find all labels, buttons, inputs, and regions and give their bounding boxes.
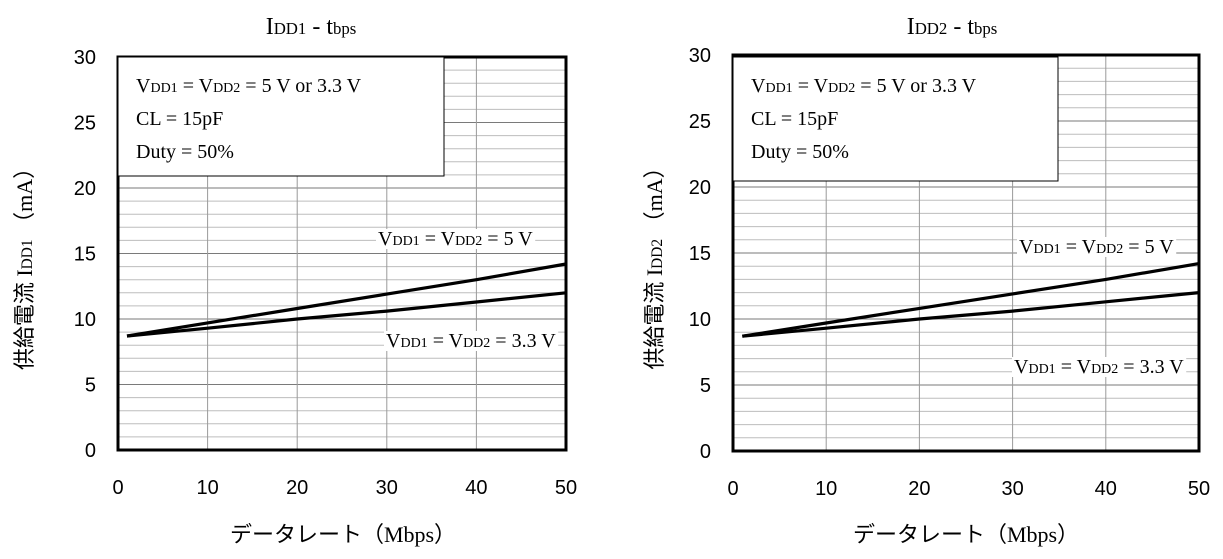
y-tick-label: 20	[689, 177, 711, 199]
y-tick-label: 0	[85, 440, 96, 462]
y-tick-label: 15	[689, 243, 711, 265]
conditions-line: CL = 15pF	[136, 108, 223, 130]
chart-title: IDD2 - tbps	[907, 14, 998, 40]
series-label-background	[1012, 357, 1187, 377]
conditions-line: VDD1 = VDD2 = 5 V or 3.3 V	[136, 75, 362, 97]
y-tick-label: 15	[74, 244, 96, 266]
x-axis-label: データレート（Mbps）	[230, 522, 456, 547]
chart-2: VDD1 = VDD2 = 5 V or 3.3 V CL = 15pF Duty …	[642, 14, 1210, 547]
series-label-1: VDD1 = VDD2 = 5 V	[1019, 236, 1174, 258]
series-label-background	[376, 229, 536, 249]
series-label-background	[384, 331, 559, 351]
x-axis-label: データレート（Mbps）	[853, 522, 1079, 547]
y-axis-label: 供給電流 IDD2 （mA）	[642, 156, 667, 369]
y-tick-label: 30	[689, 45, 711, 67]
x-tick-label: 0	[727, 478, 738, 500]
x-tick-label: 40	[465, 477, 487, 499]
y-tick-label: 0	[700, 441, 711, 463]
series-line-1	[742, 262, 1200, 338]
series-line-2	[126, 291, 567, 338]
x-tick-label: 40	[1095, 478, 1117, 500]
y-tick-label: 5	[700, 375, 711, 397]
y-tick-label: 25	[74, 113, 96, 135]
y-tick-label: 5	[85, 375, 96, 397]
y-tick-label: 10	[74, 309, 96, 331]
x-tick-label: 50	[1188, 478, 1210, 500]
x-tick-label: 30	[376, 477, 398, 499]
y-axis-label: 供給電流 IDD1 （mA）	[12, 157, 37, 370]
x-tick-label: 30	[1001, 478, 1023, 500]
x-tick-label: 20	[286, 477, 308, 499]
chart-title: IDD1 - tbps	[266, 14, 357, 40]
conditions-line: VDD1 = VDD2 = 5 V or 3.3 V	[751, 75, 977, 97]
series-label-2: VDD1 = VDD2 = 3.3 V	[1014, 356, 1184, 378]
conditions-line: Duty = 50%	[136, 141, 234, 163]
conditions-line: Duty = 50%	[751, 141, 849, 163]
y-tick-label: 20	[74, 178, 96, 200]
x-tick-label: 50	[555, 477, 577, 499]
conditions-line: CL = 15pF	[751, 108, 838, 130]
conditions-box	[117, 56, 445, 177]
series-label-background	[1017, 237, 1177, 257]
chart-1: VDD1 = VDD2 = 5 V or 3.3 V CL = 15pF Duty …	[12, 14, 577, 547]
y-tick-label: 25	[689, 111, 711, 133]
y-tick-label: 30	[74, 47, 96, 69]
series-label-2: VDD1 = VDD2 = 3.3 V	[386, 330, 556, 352]
x-tick-label: 20	[908, 478, 930, 500]
conditions-box	[732, 56, 1059, 182]
series-line-1	[126, 262, 567, 338]
x-tick-label: 10	[196, 477, 218, 499]
series-label-1: VDD1 = VDD2 = 5 V	[378, 228, 533, 250]
x-tick-label: 0	[112, 477, 123, 499]
y-tick-label: 10	[689, 309, 711, 331]
x-tick-label: 10	[815, 478, 837, 500]
series-line-2	[742, 291, 1200, 338]
plot-frame	[731, 53, 1201, 453]
